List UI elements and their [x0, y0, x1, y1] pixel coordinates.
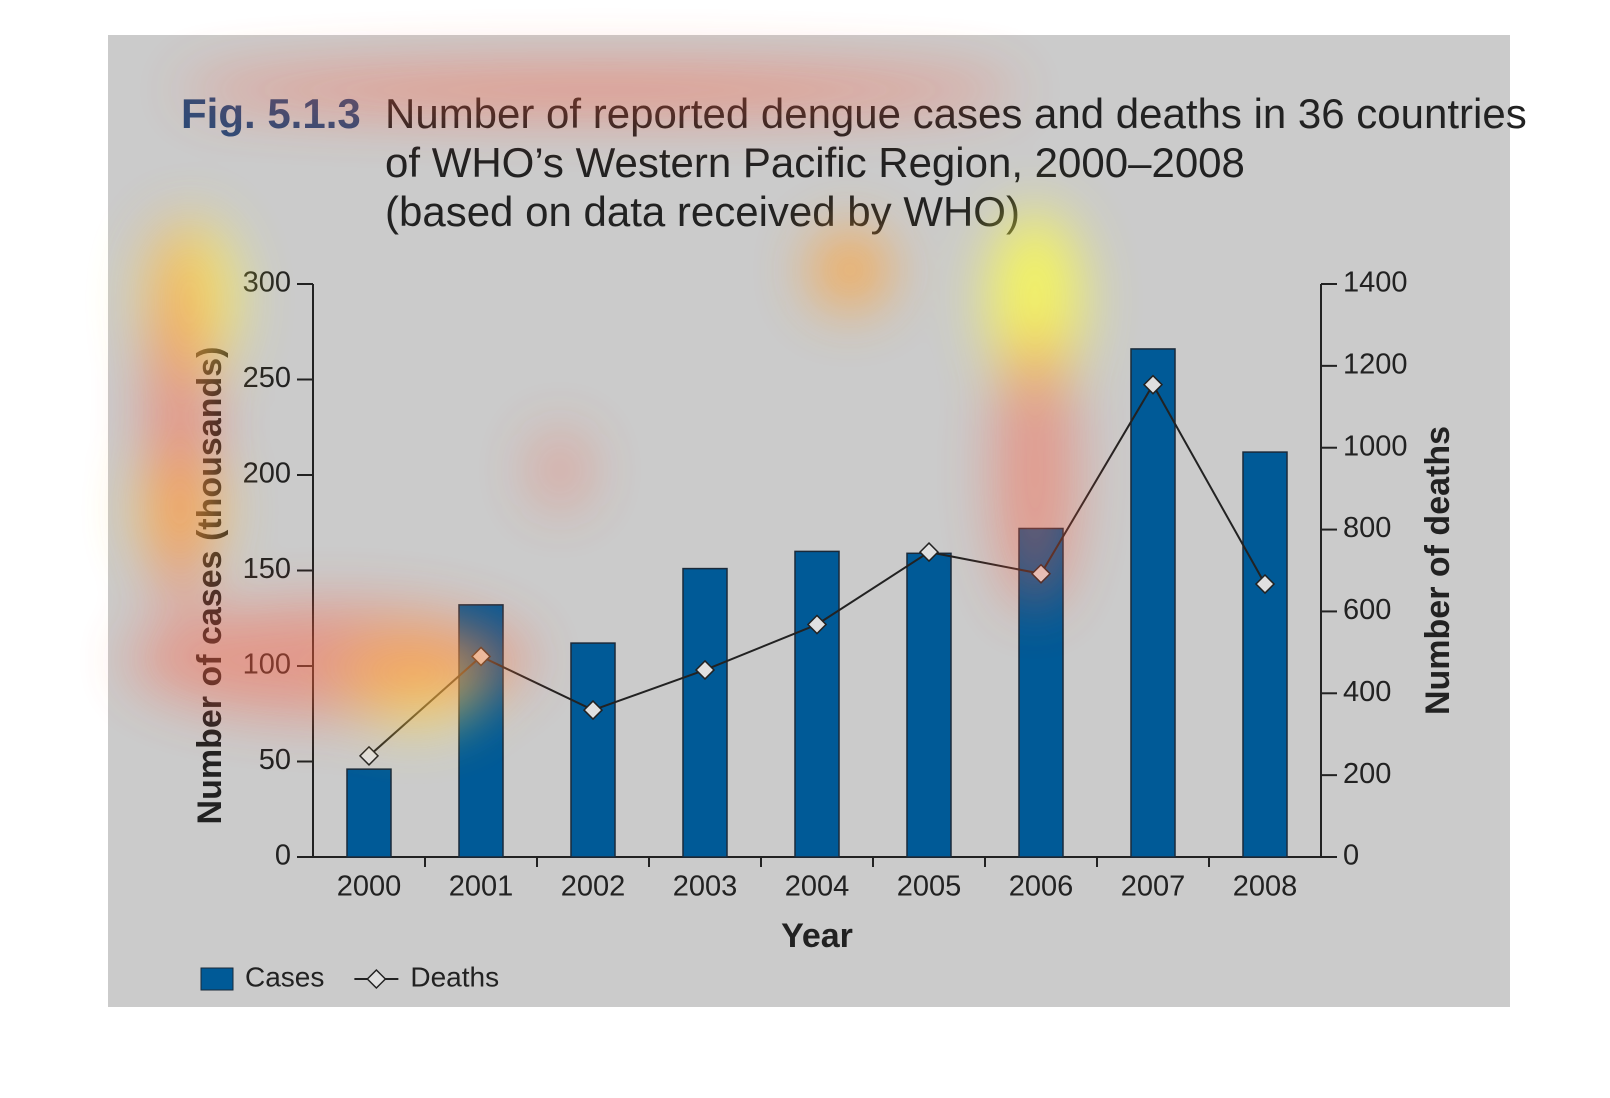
y2-tick-label: 0 — [1343, 840, 1359, 872]
x-tick-label: 2004 — [785, 871, 850, 903]
y2-axis-label: Number of deaths — [1419, 426, 1457, 715]
y-tick-label: 0 — [275, 840, 291, 872]
marker — [582, 700, 604, 721]
y-tick-label: 200 — [243, 458, 291, 490]
marker — [1254, 573, 1276, 595]
bar — [346, 768, 392, 858]
y2-tick-label: 600 — [1343, 594, 1391, 626]
x-tick-label: 2008 — [1233, 871, 1298, 903]
legend-label: Cases — [245, 961, 324, 992]
bar — [458, 604, 504, 858]
y-tick-label: 250 — [243, 362, 291, 394]
marker — [1142, 374, 1164, 395]
legend-swatch — [366, 968, 387, 990]
bar — [906, 552, 952, 858]
y-tick-label: 300 — [243, 267, 291, 299]
y2-tick-label: 400 — [1343, 676, 1391, 708]
chart-title: of WHO’s Western Pacific Region, 2000–20… — [385, 139, 1245, 186]
x-tick-label: 2001 — [449, 871, 514, 903]
x-tick-label: 2000 — [337, 871, 402, 903]
x-tick-label: 2005 — [897, 871, 962, 903]
bar — [794, 550, 840, 858]
chart-title: (based on data received by WHO) — [385, 188, 1020, 235]
y-axis-label: Number of cases (thousands) — [191, 347, 229, 825]
x-tick-label: 2002 — [561, 871, 626, 903]
y-tick-label: 100 — [243, 649, 291, 681]
chart-title: Number of reported dengue cases and deat… — [385, 90, 1527, 137]
marker — [694, 659, 716, 681]
figure-label: Fig. 5.1.3 — [181, 90, 361, 137]
y-tick-label: 50 — [259, 744, 291, 776]
x-tick-label: 2006 — [1009, 871, 1074, 903]
x-axis-label: Year — [781, 917, 853, 955]
bar — [1130, 348, 1176, 858]
x-tick-label: 2007 — [1121, 871, 1186, 903]
y2-tick-label: 1400 — [1343, 267, 1408, 299]
y2-tick-label: 800 — [1343, 512, 1391, 544]
y-tick-label: 150 — [243, 553, 291, 585]
y2-tick-label: 200 — [1343, 758, 1391, 790]
bar — [682, 567, 728, 858]
bar — [570, 642, 616, 858]
marker — [806, 614, 828, 635]
x-tick-label: 2003 — [673, 871, 738, 903]
y2-tick-label: 1200 — [1343, 349, 1408, 381]
legend-swatch — [200, 967, 234, 991]
bar — [1242, 451, 1288, 858]
y2-tick-label: 1000 — [1343, 430, 1408, 462]
marker — [918, 542, 940, 563]
marker — [358, 745, 380, 766]
legend-label: Deaths — [410, 961, 499, 992]
